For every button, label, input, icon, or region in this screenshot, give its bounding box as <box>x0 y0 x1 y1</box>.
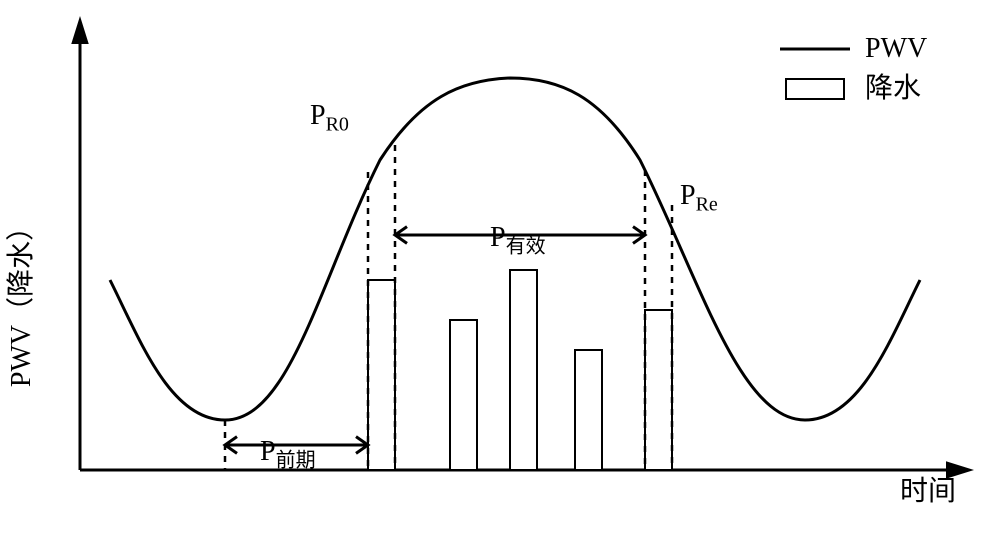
legend-label: PWV <box>865 33 927 64</box>
x-axis-label: 时间 <box>900 475 956 507</box>
annotation-sub: R0 <box>326 114 349 136</box>
annotation-main: P <box>260 436 276 467</box>
annotation-sub: 有效 <box>506 236 546 258</box>
y-axis-label: PWV（降水） <box>5 213 37 387</box>
precip-bar <box>645 310 672 470</box>
annotation-sub: Re <box>696 194 718 216</box>
legend-box-sample <box>786 79 844 99</box>
y-axis-arrow <box>71 16 89 44</box>
annotation-main: P <box>680 180 696 211</box>
precip-bar <box>575 350 602 470</box>
annotation-main: P <box>310 100 326 131</box>
legend-label: 降水 <box>865 72 921 104</box>
annotation-p_eff_label: P有效 <box>490 222 546 259</box>
annotation-main: P <box>490 222 506 253</box>
annotation-p_re: PRe <box>680 180 718 217</box>
precip-bar <box>510 270 537 470</box>
precip-bar <box>450 320 477 470</box>
annotation-p_r0: PR0 <box>310 100 349 137</box>
annotation-p_prev_label: P前期 <box>260 436 316 473</box>
precip-bar <box>368 280 395 470</box>
annotation-sub: 前期 <box>276 450 316 472</box>
legend: PWV 降水 <box>780 33 927 104</box>
